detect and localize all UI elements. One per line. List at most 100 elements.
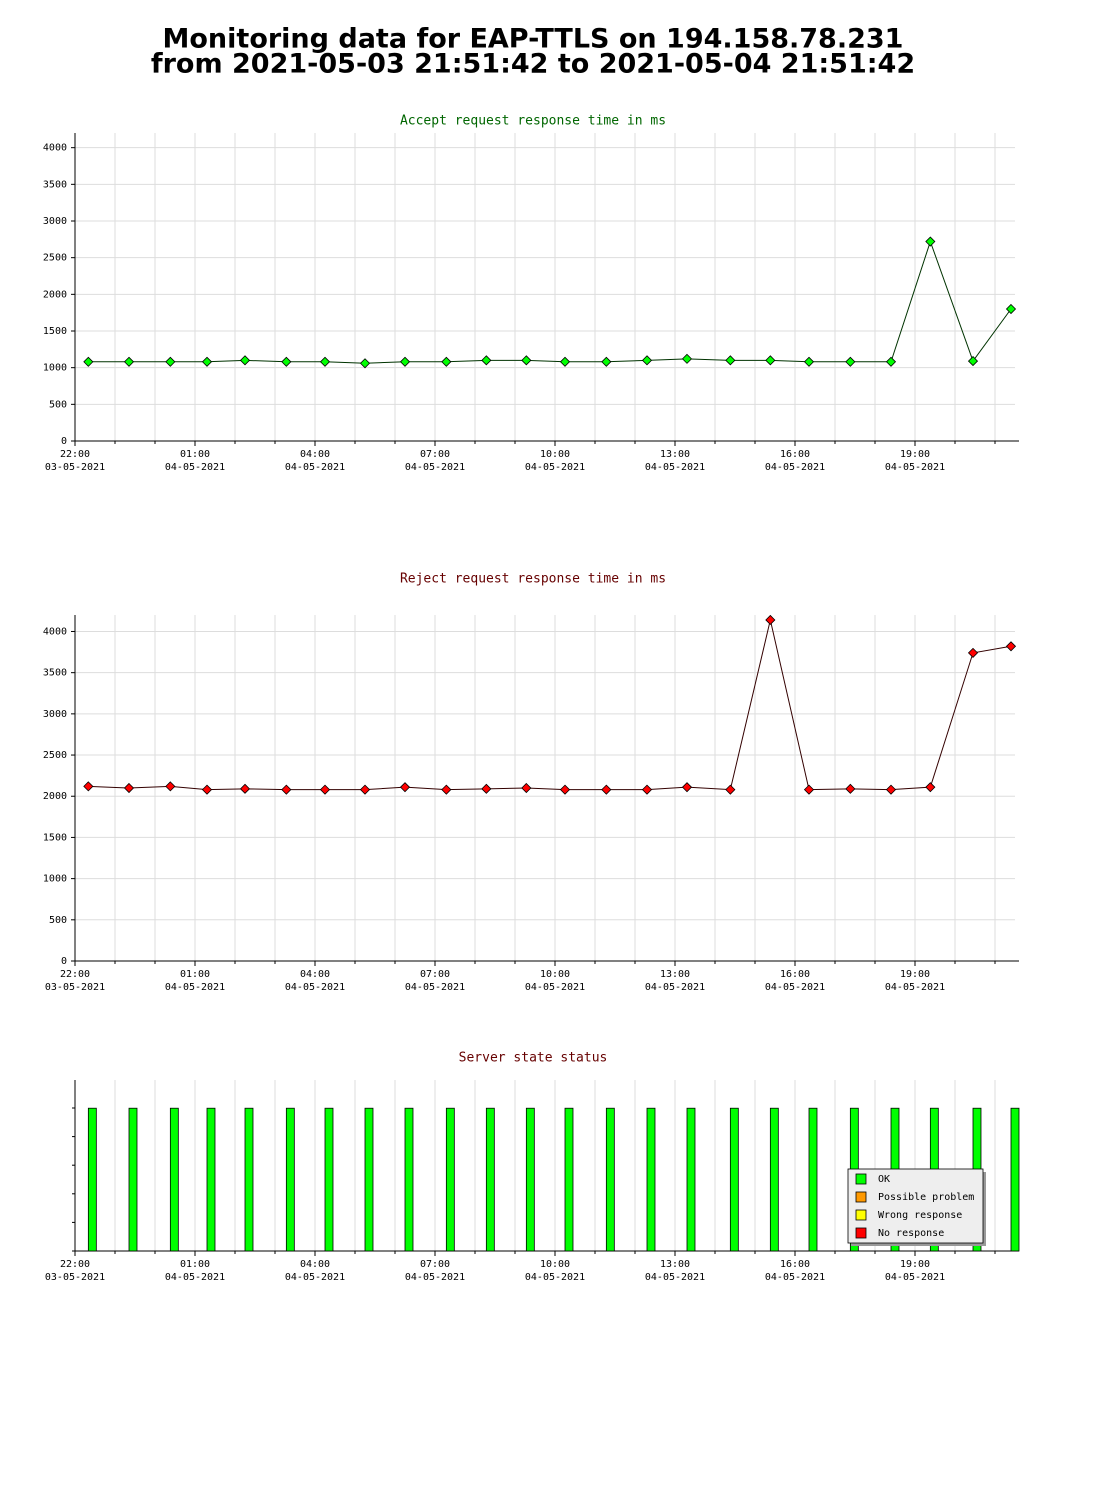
data-point xyxy=(441,784,452,795)
x-tick-date: 04-05-2021 xyxy=(285,982,345,993)
data-point xyxy=(1005,303,1017,315)
x-tick-label: 19:00 xyxy=(900,969,930,980)
legend-box xyxy=(847,1168,984,1244)
legend-label: Possible problem xyxy=(878,1192,974,1203)
y-tick-label: 3500 xyxy=(43,179,67,190)
data-point xyxy=(765,614,776,626)
data-point xyxy=(803,356,815,367)
data-point xyxy=(123,782,135,794)
status-bar xyxy=(605,1107,615,1252)
status-bar xyxy=(808,1107,818,1252)
x-tick-date: 04-05-2021 xyxy=(645,1272,705,1283)
x-tick-date: 04-05-2021 xyxy=(885,462,945,473)
x-tick-label: 04:00 xyxy=(300,969,330,980)
y-tick-label: 3000 xyxy=(43,216,67,227)
status-bar xyxy=(525,1107,535,1252)
x-tick-date: 04-05-2021 xyxy=(165,1272,225,1283)
data-point xyxy=(239,783,251,794)
x-tick-date: 04-05-2021 xyxy=(645,982,705,993)
chart-title: Reject request response time in ms xyxy=(400,572,666,587)
data-point xyxy=(201,356,213,367)
x-tick-date: 03-05-2021 xyxy=(45,1272,105,1283)
x-tick-label: 13:00 xyxy=(660,449,690,460)
data-point xyxy=(641,784,653,795)
data-point xyxy=(521,782,532,794)
x-tick-date: 04-05-2021 xyxy=(525,982,585,993)
y-tick-label: 500 xyxy=(49,915,67,926)
data-point xyxy=(845,356,856,367)
data-point xyxy=(281,784,292,795)
status-bar xyxy=(729,1107,739,1252)
data-point xyxy=(481,355,492,366)
x-tick-label: 07:00 xyxy=(420,1259,450,1270)
chart-title: Accept request response time in ms xyxy=(400,114,666,129)
y-tick-label: 2000 xyxy=(43,289,67,300)
legend-swatch xyxy=(855,1191,867,1203)
data-point xyxy=(399,356,411,367)
data-point xyxy=(201,784,213,795)
x-tick-date: 04-05-2021 xyxy=(765,982,825,993)
data-point xyxy=(559,356,571,367)
status-bar xyxy=(686,1107,696,1252)
x-tick-label: 01:00 xyxy=(180,449,210,460)
data-point xyxy=(165,781,176,792)
x-tick-date: 04-05-2021 xyxy=(285,462,345,473)
status-bar xyxy=(364,1107,374,1252)
data-point xyxy=(165,356,176,367)
x-tick-date: 04-05-2021 xyxy=(645,462,705,473)
legend-label: Wrong response xyxy=(878,1210,962,1221)
data-point xyxy=(521,355,532,366)
x-tick-date: 04-05-2021 xyxy=(165,982,225,993)
series-line xyxy=(88,239,1012,364)
chart-title: Server state status xyxy=(459,1051,608,1066)
x-tick-label: 16:00 xyxy=(780,1259,810,1270)
x-tick-date: 04-05-2021 xyxy=(285,1272,345,1283)
x-tick-date: 04-05-2021 xyxy=(885,1272,945,1283)
data-point xyxy=(641,355,653,366)
x-tick-label: 07:00 xyxy=(420,969,450,980)
data-point xyxy=(83,781,94,792)
x-tick-label: 16:00 xyxy=(780,449,810,460)
x-tick-label: 13:00 xyxy=(660,1259,690,1270)
main-subtitle: from 2021-05-03 21:51:42 to 2021-05-04 2… xyxy=(151,49,915,80)
status-bar xyxy=(169,1107,179,1252)
data-point xyxy=(725,784,736,795)
y-tick-label: 0 xyxy=(61,956,67,967)
x-tick-label: 19:00 xyxy=(900,449,930,460)
legend-swatch xyxy=(855,1173,867,1185)
x-tick-label: 01:00 xyxy=(180,969,210,980)
status-bar xyxy=(404,1107,414,1252)
x-tick-date: 04-05-2021 xyxy=(885,982,945,993)
legend-label: OK xyxy=(878,1174,890,1185)
x-tick-date: 04-05-2021 xyxy=(525,1272,585,1283)
x-tick-label: 13:00 xyxy=(660,969,690,980)
y-tick-label: 1000 xyxy=(43,874,67,885)
data-point xyxy=(925,236,936,247)
data-point xyxy=(885,356,897,367)
x-tick-label: 22:00 xyxy=(60,1259,90,1270)
y-tick-label: 500 xyxy=(49,399,67,410)
x-tick-label: 19:00 xyxy=(900,1259,930,1270)
data-point xyxy=(601,356,612,367)
data-point xyxy=(967,647,979,658)
status-bar xyxy=(445,1107,455,1252)
x-tick-date: 04-05-2021 xyxy=(765,462,825,473)
data-point xyxy=(359,358,371,369)
data-point xyxy=(399,782,411,793)
y-tick-label: 1500 xyxy=(43,326,67,337)
status-bar xyxy=(1010,1107,1020,1252)
data-point xyxy=(123,356,135,367)
x-tick-label: 10:00 xyxy=(540,1259,570,1270)
status-bar xyxy=(324,1107,334,1252)
data-point xyxy=(681,353,693,364)
x-tick-label: 07:00 xyxy=(420,449,450,460)
status-bar xyxy=(285,1107,295,1252)
y-tick-label: 1000 xyxy=(43,363,67,374)
data-point xyxy=(83,356,94,367)
data-point xyxy=(1005,641,1017,652)
series-line xyxy=(88,619,1012,791)
y-tick-label: 1500 xyxy=(43,832,67,843)
x-tick-label: 16:00 xyxy=(780,969,810,980)
